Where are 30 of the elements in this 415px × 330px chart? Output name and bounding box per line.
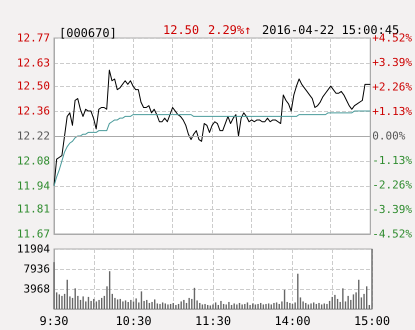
- y-tick-label: 12.63: [16, 56, 50, 70]
- x-tick-label: 11:30: [194, 314, 232, 328]
- x-tick-label: 15:00: [354, 314, 390, 328]
- y-tick-label: 12.36: [16, 104, 50, 118]
- y-tick-label: 11.67: [16, 228, 50, 240]
- line-series: [54, 70, 371, 186]
- y-tick-label: 12.22: [16, 130, 50, 142]
- y-tick-label: 11904: [16, 242, 50, 256]
- y2-tick-label: -3.39%: [372, 203, 412, 216]
- x-tick-label: 14:00: [274, 314, 311, 328]
- x-tick-label: 9:30: [40, 314, 68, 328]
- x-tick-label: 10:30: [115, 314, 152, 328]
- y-tick-label: 11.81: [16, 202, 50, 216]
- y2-tick-label: -1.13%: [372, 154, 412, 167]
- y-tick-label: 11.94: [16, 179, 50, 192]
- y2-tick-label: 0.00%: [372, 130, 406, 142]
- y-tick-label: 12.08: [16, 154, 50, 168]
- y2-tick-label: +3.39%: [372, 56, 412, 69]
- text: 12.50: [163, 23, 200, 37]
- y-tick-label: 12.50: [16, 80, 50, 93]
- y2-tick-label: -2.26%: [372, 178, 412, 192]
- chart-title: [000670]: [59, 26, 117, 40]
- y2-tick-label: +2.26%: [372, 80, 412, 94]
- y-tick-label: 12.77: [16, 32, 50, 44]
- y2-tick-label: -4.52%: [372, 228, 412, 240]
- y-tick-label: 3968: [24, 282, 50, 296]
- text: 2.29%↑: [208, 23, 252, 37]
- y-tick-label: 7936: [24, 262, 50, 276]
- line-series: [54, 110, 371, 186]
- y2-tick-label: +1.13%: [372, 105, 412, 118]
